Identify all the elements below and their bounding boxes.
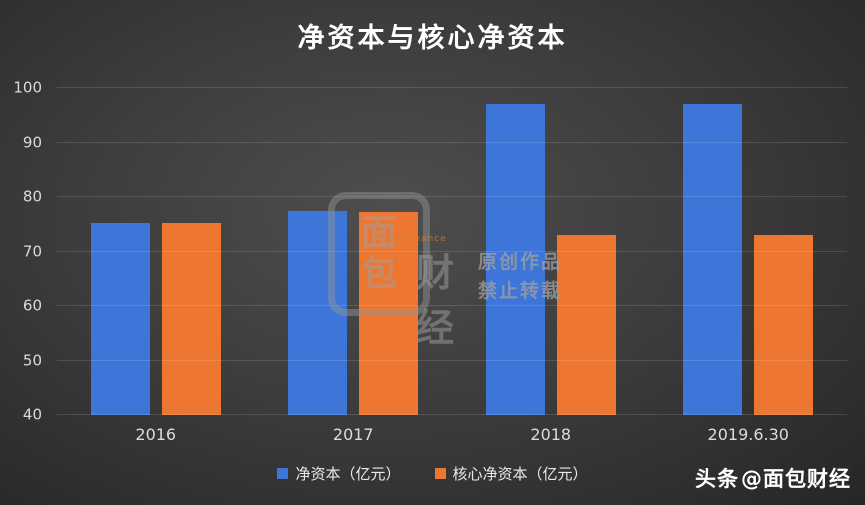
gridline: [57, 141, 847, 143]
x-axis-labels: 2016 2017 2018 2019.6.30: [57, 425, 847, 444]
legend-item-net-capital: 净资本（亿元）: [277, 463, 401, 484]
toutiao-credit: 头条 @面包财经: [695, 463, 851, 493]
bar-group: [255, 88, 453, 415]
bar-2017-核心净资本（亿元）: [359, 211, 419, 415]
gridline: [57, 87, 847, 88]
x-tick-label: 2019.6.30: [707, 425, 789, 444]
gridline: [57, 305, 847, 306]
toutiao-credit-handle: @面包财经: [741, 467, 851, 491]
legend-swatch-orange: [434, 468, 446, 479]
y-tick-label: 100: [13, 78, 42, 97]
bar-2019.6.30-核心净资本（亿元）: [754, 234, 814, 415]
bar-group: [650, 88, 848, 415]
y-axis: 40 50 60 70 80 90 100: [0, 80, 48, 422]
y-tick-label: 60: [22, 296, 42, 315]
bar-group: [57, 88, 255, 415]
x-tick-label: 2018: [530, 425, 572, 444]
legend-label: 净资本（亿元）: [295, 465, 401, 483]
plot-area: [57, 87, 847, 415]
bar-2017-净资本（亿元）: [288, 211, 348, 415]
gridline: [57, 250, 847, 252]
legend-swatch-blue: [277, 468, 289, 479]
chart-title: 净资本与核心净资本: [297, 23, 568, 54]
x-tick-label: 2016: [135, 425, 177, 444]
gridline: [57, 414, 847, 415]
gridline: [57, 359, 847, 361]
legend: 净资本（亿元） 核心净资本（亿元）: [0, 463, 865, 484]
y-tick-label: 40: [22, 405, 42, 424]
toutiao-credit-prefix: 头条: [695, 467, 739, 491]
bar-group: [452, 88, 650, 415]
gridline: [57, 196, 847, 197]
x-tick-label: 2017: [332, 425, 374, 444]
legend-label: 核心净资本（亿元）: [452, 465, 588, 483]
bar-2016-核心净资本（亿元）: [161, 223, 221, 415]
y-tick-label: 70: [22, 242, 42, 260]
bar-2019.6.30-净资本（亿元）: [683, 103, 743, 415]
bar-2018-核心净资本（亿元）: [556, 234, 616, 415]
y-tick-label: 90: [22, 133, 42, 151]
legend-item-core-net-capital: 核心净资本（亿元）: [434, 463, 588, 484]
bar-2016-净资本（亿元）: [90, 222, 150, 415]
bar-2018-净资本（亿元）: [485, 103, 545, 415]
y-tick-label: 80: [22, 187, 42, 206]
y-tick-label: 50: [22, 351, 42, 369]
bar-groups: [57, 88, 847, 415]
